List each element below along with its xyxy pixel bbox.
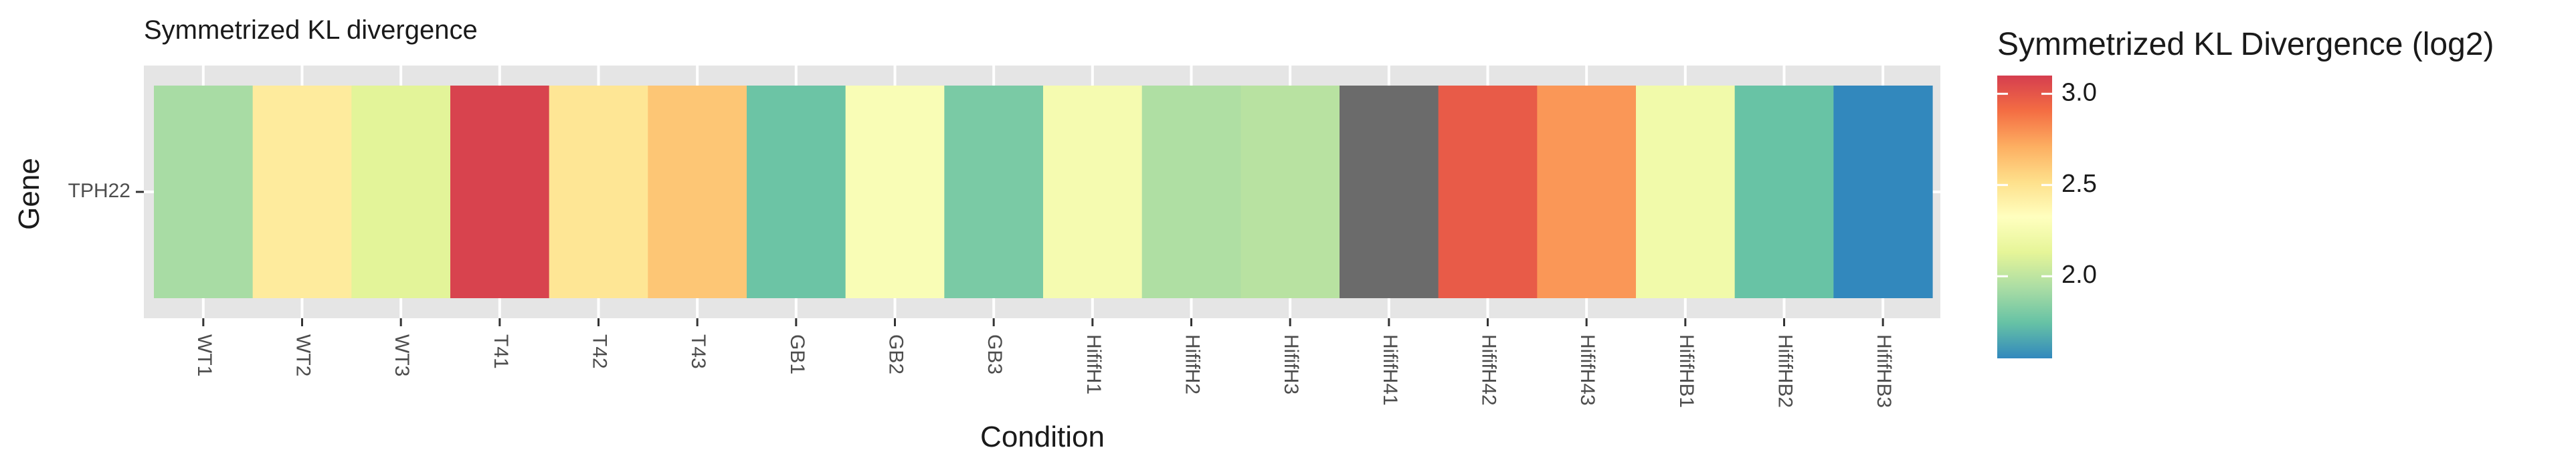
chart-title: Symmetrized KL divergence xyxy=(144,15,478,45)
x-tick-label: WT3 xyxy=(391,334,413,376)
legend-tick-label: 2.5 xyxy=(2061,170,2097,198)
y-axis-title: Gene xyxy=(13,158,45,230)
x-tick-label: HififH43 xyxy=(1576,334,1598,406)
legend-title: Symmetrized KL Divergence (log2) xyxy=(1997,27,2494,62)
heatmap-cell xyxy=(1043,86,1143,298)
x-tick-label: HififHB3 xyxy=(1873,334,1895,408)
heatmap-cell xyxy=(1833,86,1933,298)
y-tick-label: TPH22 xyxy=(68,180,130,202)
x-tick-label: HififH1 xyxy=(1083,334,1105,394)
x-tick-label: T43 xyxy=(687,334,709,369)
x-axis-title: Condition xyxy=(980,421,1105,453)
heatmap-cell xyxy=(1141,86,1241,298)
x-tick-label: GB3 xyxy=(984,334,1006,374)
heatmap-cell xyxy=(252,86,352,298)
heatmap-cell xyxy=(1240,86,1340,298)
heatmap-cell xyxy=(549,86,648,298)
y-axis-ticks: TPH22 xyxy=(68,180,144,202)
heatmap-cell xyxy=(351,86,451,298)
heatmap-cell xyxy=(648,86,747,298)
legend-ticks: 2.0 2.5 3.0 xyxy=(1997,78,2097,289)
x-tick-label: WT1 xyxy=(193,334,215,376)
heatmap-cell xyxy=(450,86,550,298)
legend-tick-label: 3.0 xyxy=(2061,78,2097,106)
x-tick-label: HififH2 xyxy=(1182,334,1204,394)
x-tick-label: HififH3 xyxy=(1280,334,1302,394)
x-tick-label: GB1 xyxy=(786,334,808,374)
heatmap-cell xyxy=(944,86,1044,298)
heatmap-cells xyxy=(154,86,1933,298)
heatmap-cell xyxy=(1734,86,1834,298)
heatmap-cell xyxy=(154,86,254,298)
heatmap-cell xyxy=(845,86,945,298)
heatmap-cell xyxy=(1340,86,1439,298)
heatmap-cell xyxy=(1636,86,1736,298)
x-tick-label: HififHB2 xyxy=(1774,334,1797,408)
x-tick-label: HififHB1 xyxy=(1675,334,1697,408)
legend-colorbar xyxy=(1997,76,2052,358)
x-tick-label: T41 xyxy=(490,334,512,369)
heatmap-cell xyxy=(1438,86,1538,298)
x-tick-label: WT2 xyxy=(292,334,314,376)
heatmap-cell xyxy=(747,86,846,298)
x-tick-label: GB2 xyxy=(885,334,907,374)
x-tick-label: HififH42 xyxy=(1478,334,1500,406)
x-tick-label: HififH41 xyxy=(1379,334,1401,406)
heatmap-cell xyxy=(1537,86,1637,298)
color-legend: Symmetrized KL Divergence (log2) 2.0 2.5 3… xyxy=(1997,27,2494,358)
x-axis-ticks: WT1 WT2 WT3 T41 T42 T43 GB1 GB2 GB3 HififH1 HififH… xyxy=(193,318,1895,408)
legend-tick-label: 2.0 xyxy=(2061,261,2097,289)
x-tick-label: T42 xyxy=(589,334,611,369)
